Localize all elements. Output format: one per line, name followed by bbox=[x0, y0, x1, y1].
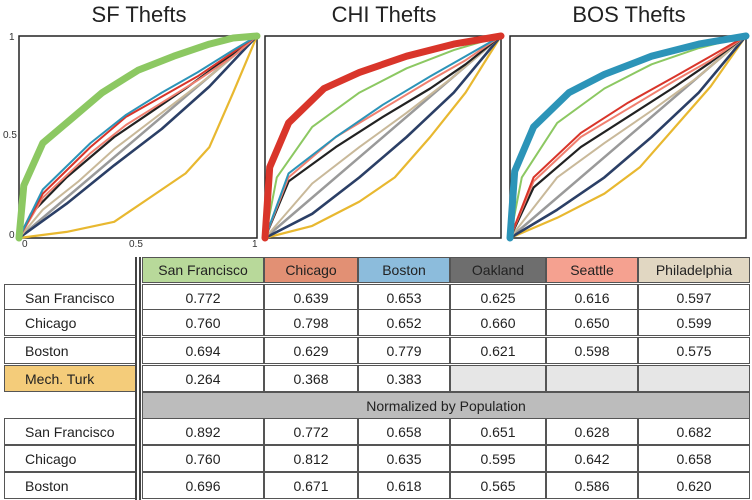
table-cell: 0.565 bbox=[450, 472, 546, 499]
plot-bos bbox=[506, 32, 750, 242]
table-cell: 0.629 bbox=[264, 337, 358, 364]
table-cell: 0.812 bbox=[264, 445, 358, 472]
table-cell: 0.628 bbox=[546, 418, 638, 445]
plot-sf bbox=[15, 32, 261, 242]
xtick-05: 0.5 bbox=[129, 239, 143, 250]
ytick-05: 0.5 bbox=[3, 130, 17, 141]
chart-title-chi: CHI Thefts bbox=[331, 2, 437, 27]
ytick-0: 0 bbox=[9, 230, 15, 241]
ytick-1: 1 bbox=[9, 32, 15, 43]
table-cell: 0.620 bbox=[638, 472, 750, 499]
table-cell: 0.650 bbox=[546, 309, 638, 336]
table-cell: 0.652 bbox=[358, 309, 450, 336]
table-cell: 0.779 bbox=[358, 337, 450, 364]
table-cell: 0.682 bbox=[638, 418, 750, 445]
table-cell: 0.599 bbox=[638, 309, 750, 336]
column-header-chicago: Chicago bbox=[264, 257, 358, 283]
table-cell: 0.639 bbox=[264, 284, 358, 311]
table-cell: 0.264 bbox=[142, 365, 264, 392]
series-line-seattle bbox=[509, 35, 747, 239]
table-cell: 0.616 bbox=[546, 284, 638, 311]
table-cell: 0.575 bbox=[638, 337, 750, 364]
series-line-philadelphia bbox=[18, 35, 258, 239]
table-cell: 0.598 bbox=[546, 337, 638, 364]
table-cell: 0.798 bbox=[264, 309, 358, 336]
table-cell: 0.642 bbox=[546, 445, 638, 472]
table-cell: 0.660 bbox=[450, 309, 546, 336]
series-line-san-francisco bbox=[264, 35, 502, 239]
row-label: Chicago bbox=[4, 309, 136, 336]
table-cell: 0.772 bbox=[264, 418, 358, 445]
results-table: San Francisco Chicago Boston Oakland Seattle… bbox=[0, 257, 752, 500]
series-line-oakland bbox=[263, 34, 503, 240]
series-line-navy bbox=[263, 34, 503, 240]
column-header-philadelphia: Philadelphia bbox=[638, 257, 750, 283]
series-line-philadelphia bbox=[509, 35, 747, 239]
table-cell: 0.368 bbox=[264, 365, 358, 392]
series-line-mech-turk bbox=[17, 34, 259, 240]
series-line-mech-turk bbox=[508, 34, 748, 240]
series-line-san-francisco bbox=[15, 32, 261, 242]
table-cell: 0.760 bbox=[142, 309, 264, 336]
row-label: Chicago bbox=[4, 445, 136, 472]
table-cell: 0.635 bbox=[358, 445, 450, 472]
column-header-seattle: Seattle bbox=[546, 257, 638, 283]
series-line-navy bbox=[508, 34, 748, 240]
series-line-boston bbox=[506, 32, 750, 242]
table-cell bbox=[450, 365, 546, 392]
row-label: Mech. Turk bbox=[4, 365, 136, 392]
table-cell: 0.658 bbox=[358, 418, 450, 445]
series-line-san-francisco bbox=[509, 35, 747, 239]
xtick-0: 0 bbox=[22, 239, 28, 250]
table-cell: 0.892 bbox=[142, 418, 264, 445]
normalized-section-header: Normalized by Population bbox=[142, 392, 750, 419]
table-cell: 0.651 bbox=[450, 418, 546, 445]
table-cell: 0.625 bbox=[450, 284, 546, 311]
table-cell: 0.658 bbox=[638, 445, 750, 472]
table-cell: 0.671 bbox=[264, 472, 358, 499]
xtick-1: 1 bbox=[252, 239, 258, 250]
separator-line bbox=[139, 257, 141, 500]
plot-chi bbox=[261, 32, 505, 242]
series-line-boston bbox=[264, 35, 502, 239]
table-cell: 0.618 bbox=[358, 472, 450, 499]
table-cell: 0.760 bbox=[142, 445, 264, 472]
table-cell: 0.586 bbox=[546, 472, 638, 499]
row-label: San Francisco bbox=[4, 284, 136, 311]
series-line-chicago bbox=[18, 35, 258, 239]
series-line-philadelphia bbox=[264, 35, 502, 239]
column-header-san-francisco: San Francisco bbox=[142, 257, 264, 283]
column-header-boston: Boston bbox=[358, 257, 450, 283]
table-cell: 0.653 bbox=[358, 284, 450, 311]
series-line-boston bbox=[18, 35, 258, 239]
series-line-chicago bbox=[261, 32, 505, 242]
series-line-mech-turk bbox=[263, 34, 503, 240]
column-header-oakland: Oakland bbox=[450, 257, 546, 283]
table-cell: 0.595 bbox=[450, 445, 546, 472]
table-cell: 0.597 bbox=[638, 284, 750, 311]
series-line-oakland bbox=[508, 34, 748, 240]
table-cell: 0.696 bbox=[142, 472, 264, 499]
row-label: Boston bbox=[4, 472, 136, 499]
row-label: San Francisco bbox=[4, 418, 136, 445]
series-line-chicago bbox=[509, 35, 747, 239]
series-line-navy bbox=[17, 34, 259, 240]
table-cell: 0.694 bbox=[142, 337, 264, 364]
row-label: Boston bbox=[4, 337, 136, 364]
table-cell: 0.772 bbox=[142, 284, 264, 311]
series-line-seattle bbox=[18, 35, 258, 239]
table-cell: 0.383 bbox=[358, 365, 450, 392]
chart-title-sf: SF Thefts bbox=[91, 2, 187, 27]
chart-title-bos: BOS Thefts bbox=[572, 2, 686, 27]
table-cell: 0.621 bbox=[450, 337, 546, 364]
separator-line bbox=[135, 257, 137, 500]
table-cell bbox=[546, 365, 638, 392]
table-cell bbox=[638, 365, 750, 392]
series-line-seattle bbox=[264, 35, 502, 239]
